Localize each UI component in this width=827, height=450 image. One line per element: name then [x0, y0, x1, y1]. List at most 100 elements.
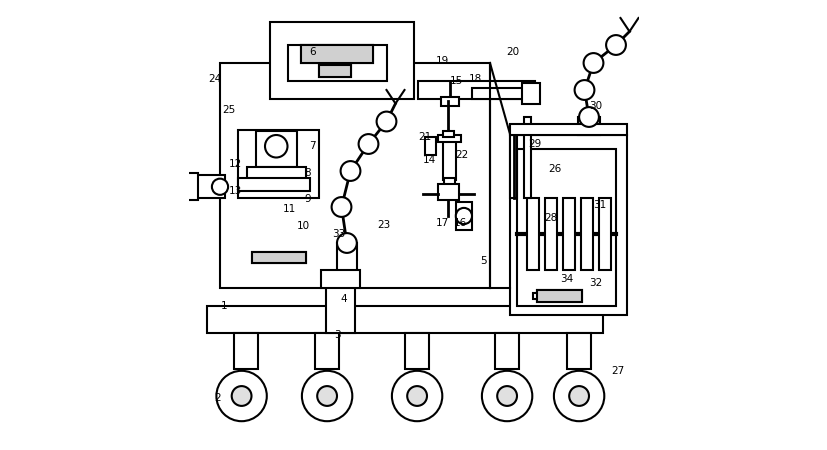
Bar	[425, 137, 436, 155]
Bar	[438, 135, 461, 142]
Text: 29: 29	[528, 139, 542, 149]
Bar	[457, 202, 472, 230]
Bar	[238, 130, 319, 198]
Bar	[442, 140, 457, 180]
Text: 6: 6	[309, 47, 316, 57]
Bar	[527, 198, 538, 270]
Text: 3: 3	[333, 330, 341, 340]
Circle shape	[579, 107, 599, 127]
Bar	[510, 124, 627, 135]
Text: 4: 4	[341, 294, 347, 304]
Circle shape	[482, 371, 533, 421]
Bar	[495, 333, 519, 369]
Circle shape	[407, 386, 427, 406]
Bar	[207, 306, 603, 333]
Bar	[251, 252, 305, 263]
Text: 17: 17	[436, 218, 449, 228]
Bar	[533, 292, 560, 299]
Text: 25: 25	[222, 105, 236, 115]
Text: 10: 10	[297, 221, 310, 231]
Text: 24: 24	[208, 74, 222, 84]
Circle shape	[337, 233, 356, 253]
Text: 15: 15	[450, 76, 463, 86]
Circle shape	[318, 386, 337, 406]
Bar	[256, 130, 297, 166]
Bar	[418, 81, 535, 99]
Circle shape	[497, 386, 517, 406]
Text: 23: 23	[378, 220, 391, 230]
Text: 19: 19	[436, 56, 449, 66]
Text: 11: 11	[283, 204, 296, 214]
Circle shape	[569, 386, 589, 406]
Circle shape	[265, 135, 288, 158]
Text: 34: 34	[560, 274, 573, 284]
Bar	[581, 198, 593, 270]
Bar	[510, 135, 627, 315]
Text: 32: 32	[589, 279, 602, 288]
Circle shape	[332, 197, 351, 217]
Text: 27: 27	[612, 366, 625, 376]
Bar	[404, 333, 429, 369]
Text: 2: 2	[214, 393, 221, 403]
Circle shape	[217, 371, 267, 421]
Bar	[599, 198, 610, 270]
Bar	[538, 290, 582, 302]
Text: 30: 30	[589, 101, 602, 111]
Bar	[517, 148, 616, 306]
Bar	[220, 63, 490, 288]
Text: 8: 8	[304, 168, 311, 178]
Bar	[301, 45, 373, 63]
Text: 13: 13	[229, 186, 242, 196]
Bar	[301, 45, 373, 63]
Text: 12: 12	[229, 159, 242, 169]
Circle shape	[376, 112, 396, 131]
Bar	[566, 333, 591, 369]
Bar	[314, 333, 339, 369]
Bar	[247, 166, 305, 184]
Bar	[441, 97, 458, 106]
Bar	[523, 117, 530, 198]
Text: 21: 21	[418, 132, 432, 142]
Bar	[510, 135, 517, 198]
Bar	[545, 198, 557, 270]
Circle shape	[212, 179, 228, 195]
Circle shape	[392, 371, 442, 421]
Bar	[319, 65, 351, 77]
Text: 20: 20	[506, 47, 519, 57]
Bar	[563, 198, 575, 270]
Text: 14: 14	[423, 155, 436, 165]
Bar	[251, 252, 305, 263]
Bar	[438, 184, 458, 200]
Circle shape	[606, 35, 626, 55]
Bar	[321, 270, 360, 288]
Circle shape	[302, 371, 352, 421]
Bar	[270, 22, 414, 99]
Bar	[538, 290, 582, 302]
Text: 26: 26	[548, 164, 562, 174]
Bar	[578, 117, 600, 135]
Bar	[442, 130, 454, 137]
Bar	[238, 178, 310, 191]
Text: 28: 28	[544, 213, 557, 223]
Circle shape	[554, 371, 605, 421]
Bar	[288, 45, 386, 81]
Bar	[326, 279, 355, 333]
Text: 1: 1	[221, 301, 227, 311]
Text: 18: 18	[469, 74, 482, 84]
Bar	[522, 83, 539, 104]
Text: 9: 9	[304, 194, 311, 204]
Bar	[233, 333, 258, 369]
Text: 22: 22	[456, 150, 469, 160]
Circle shape	[456, 208, 472, 224]
Bar	[337, 243, 357, 279]
Text: 31: 31	[594, 200, 607, 210]
Circle shape	[341, 161, 361, 181]
Text: 5: 5	[480, 256, 486, 266]
Bar	[189, 176, 224, 198]
Circle shape	[359, 134, 379, 154]
Circle shape	[575, 80, 595, 100]
Text: 16: 16	[454, 218, 467, 228]
Bar	[319, 65, 351, 77]
Circle shape	[584, 53, 604, 73]
Text: 7: 7	[309, 141, 316, 151]
